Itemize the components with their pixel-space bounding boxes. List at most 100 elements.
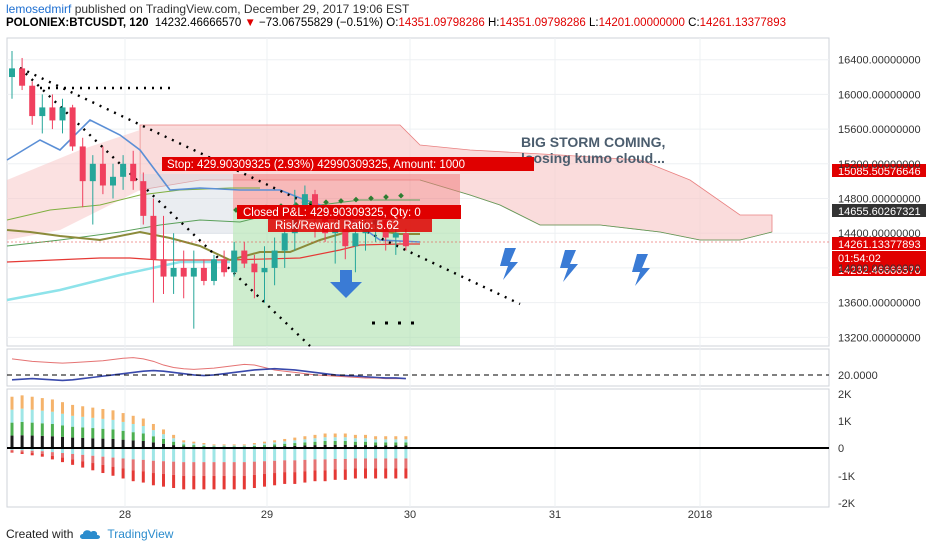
candle-body[interactable] bbox=[9, 68, 15, 78]
histogram-positive-bar bbox=[353, 438, 357, 442]
histogram-tick-label: 2K bbox=[838, 389, 852, 401]
histogram-positive-bar bbox=[252, 443, 256, 445]
candle-body[interactable] bbox=[170, 267, 177, 277]
histogram-positive-bar bbox=[61, 436, 64, 449]
chart-canvas[interactable]: BIG STORM COMING, loosing kumo cloud... … bbox=[0, 34, 932, 524]
histogram-positive-bar bbox=[61, 413, 64, 426]
price-tag-label: 14232.46666570 bbox=[838, 265, 921, 277]
candle-body[interactable] bbox=[211, 259, 217, 281]
stop-label-box[interactable] bbox=[162, 157, 534, 171]
lightning-icon-1[interactable] bbox=[500, 248, 518, 280]
histogram-negative-bar bbox=[212, 462, 216, 476]
storm-note-line1[interactable]: BIG STORM COMING, bbox=[521, 134, 665, 150]
candle-body[interactable] bbox=[150, 215, 157, 260]
histogram-negative-bar bbox=[101, 464, 105, 474]
histogram-positive-bar bbox=[10, 435, 14, 449]
histogram-negative-bar bbox=[40, 451, 44, 454]
histogram-positive-bar bbox=[30, 409, 34, 423]
candle-body[interactable] bbox=[160, 259, 167, 277]
histogram-negative-bar bbox=[20, 452, 24, 454]
histogram-negative-bar bbox=[61, 457, 64, 463]
histogram-tick-label: -1K bbox=[838, 471, 856, 483]
oscillator-pane[interactable] bbox=[6, 348, 830, 387]
histogram-negative-bar bbox=[333, 458, 337, 470]
histogram-negative-bar bbox=[353, 448, 357, 459]
author-link[interactable]: lemosedmirf bbox=[6, 2, 72, 16]
histogram-negative-bar bbox=[131, 448, 135, 460]
histogram-positive-bar bbox=[364, 441, 367, 446]
candle-body[interactable] bbox=[130, 163, 137, 182]
histogram-negative-bar bbox=[374, 458, 378, 469]
histogram-positive-bar bbox=[101, 408, 105, 419]
histogram-positive-bar bbox=[404, 445, 408, 449]
candle-body[interactable] bbox=[140, 181, 147, 216]
candle-body[interactable] bbox=[251, 263, 258, 273]
price-tag-label: 01:54:02 bbox=[838, 253, 881, 265]
histogram-negative-bar bbox=[141, 459, 145, 472]
histogram-positive-bar bbox=[30, 435, 34, 449]
histogram-tick-label: -2K bbox=[838, 498, 856, 510]
candle-body[interactable] bbox=[79, 146, 86, 182]
oscillator-series bbox=[11, 357, 406, 380]
time-axis[interactable]: 28 29 30 31 2018 bbox=[119, 509, 712, 521]
down-arrow-icon[interactable] bbox=[330, 270, 362, 298]
candle-body[interactable] bbox=[402, 233, 409, 247]
candle-body[interactable] bbox=[59, 107, 66, 121]
histogram-negative-bar bbox=[10, 451, 14, 453]
histogram-negative-bar bbox=[252, 461, 256, 475]
candle-body[interactable] bbox=[271, 250, 278, 268]
histogram-positive-bar bbox=[303, 439, 307, 443]
histogram-positive-bar bbox=[50, 399, 54, 412]
symbol-label[interactable]: POLONIEX:BTCUSDT, 120 bbox=[6, 17, 149, 29]
histogram-positive-bar bbox=[192, 441, 196, 444]
histogram-negative-bar bbox=[323, 448, 327, 460]
brand-link[interactable]: TradingView bbox=[107, 527, 174, 541]
histogram-negative-bar bbox=[20, 450, 24, 453]
histogram-positive-bar bbox=[81, 416, 85, 428]
histogram-negative-bar bbox=[71, 453, 75, 460]
candle-body[interactable] bbox=[221, 259, 228, 273]
histogram-negative-bar bbox=[50, 452, 54, 456]
price-axis[interactable]: 16400.00000000 16000.00000000 15600.000000… bbox=[838, 55, 921, 510]
candle-body[interactable] bbox=[120, 163, 127, 177]
close-label: C: bbox=[688, 17, 700, 29]
candle-body[interactable] bbox=[261, 267, 268, 273]
candle-body[interactable] bbox=[49, 107, 56, 121]
lightning-icon-2[interactable] bbox=[560, 250, 578, 282]
candle-body[interactable] bbox=[342, 228, 349, 247]
lightning-icon-3[interactable] bbox=[632, 254, 650, 286]
candle-body[interactable] bbox=[99, 163, 106, 186]
candle-body[interactable] bbox=[69, 107, 76, 147]
histogram-positive-bar bbox=[384, 445, 388, 449]
candle-body[interactable] bbox=[19, 68, 26, 86]
candle-body[interactable] bbox=[110, 176, 116, 186]
candle-body[interactable] bbox=[301, 194, 308, 208]
stop-label: Stop: 429.90309325 (2.93%) 42990309325, … bbox=[167, 159, 465, 171]
risk-label-box[interactable] bbox=[268, 219, 432, 232]
closed-label-box[interactable] bbox=[237, 205, 461, 219]
candle-body[interactable] bbox=[231, 250, 238, 273]
candle-body[interactable] bbox=[89, 163, 96, 182]
histogram-positive-bar bbox=[192, 443, 196, 446]
histogram-positive-bar bbox=[293, 440, 297, 444]
stop-zone[interactable] bbox=[233, 174, 460, 210]
histogram-positive-bar bbox=[364, 445, 367, 449]
histogram-positive-bar bbox=[374, 442, 378, 446]
candle-body[interactable] bbox=[241, 250, 248, 264]
histogram-negative-bar bbox=[222, 475, 226, 490]
histogram-positive-bar bbox=[50, 411, 54, 424]
candle-body[interactable] bbox=[352, 233, 359, 247]
candle-body[interactable] bbox=[200, 267, 207, 281]
histogram-positive-bar bbox=[71, 404, 75, 416]
histogram-negative-bar bbox=[111, 457, 115, 467]
candle-body[interactable] bbox=[281, 233, 288, 251]
histogram-positive-bar bbox=[232, 444, 236, 446]
storm-note-line2[interactable]: loosing kumo cloud... bbox=[521, 150, 665, 166]
histogram-positive-bar bbox=[141, 418, 145, 427]
trendline-steep[interactable] bbox=[19, 67, 311, 347]
candle-body[interactable] bbox=[190, 267, 197, 277]
candle-body[interactable] bbox=[180, 267, 187, 277]
candle-body[interactable] bbox=[392, 233, 399, 238]
candle-body[interactable] bbox=[29, 85, 36, 117]
candle-body[interactable] bbox=[39, 107, 46, 117]
